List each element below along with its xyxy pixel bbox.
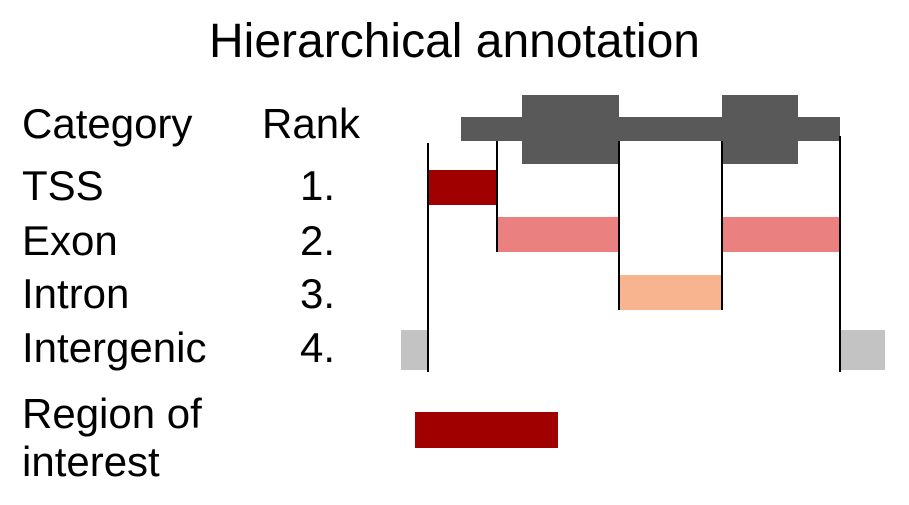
exon-bar-2 xyxy=(722,217,840,252)
rank-header: Rank xyxy=(262,100,361,147)
rank-intergenic-label: 4. xyxy=(300,324,336,371)
tss-bar xyxy=(428,170,497,205)
exon-bar-1 xyxy=(497,217,619,252)
category-intron-label: Intron xyxy=(22,270,130,317)
rank-tss-label: 1. xyxy=(300,162,336,209)
category-exon-label: Exon xyxy=(22,217,118,264)
gene-model xyxy=(461,95,840,164)
gene-exon-block-2 xyxy=(722,95,798,164)
gene-exon-block-1 xyxy=(522,95,619,164)
category-intergenic-label: Intergenic xyxy=(22,324,207,371)
region-label-line2: interest xyxy=(22,438,160,485)
region-of-interest-bar xyxy=(415,412,558,448)
intergenic-bar-left xyxy=(401,330,428,370)
region-of-interest-label: Region of interest xyxy=(22,390,282,486)
diagram-title: Hierarchical annotation xyxy=(209,15,700,68)
intron-bar xyxy=(619,275,722,310)
rank-exon-label: 2. xyxy=(300,217,336,264)
category-tss-label: TSS xyxy=(22,162,104,209)
intergenic-bar-right xyxy=(840,330,885,370)
rank-intron-label: 3. xyxy=(300,270,336,317)
region-label-line1: Region of xyxy=(22,390,202,437)
category-header: Category xyxy=(22,100,193,147)
